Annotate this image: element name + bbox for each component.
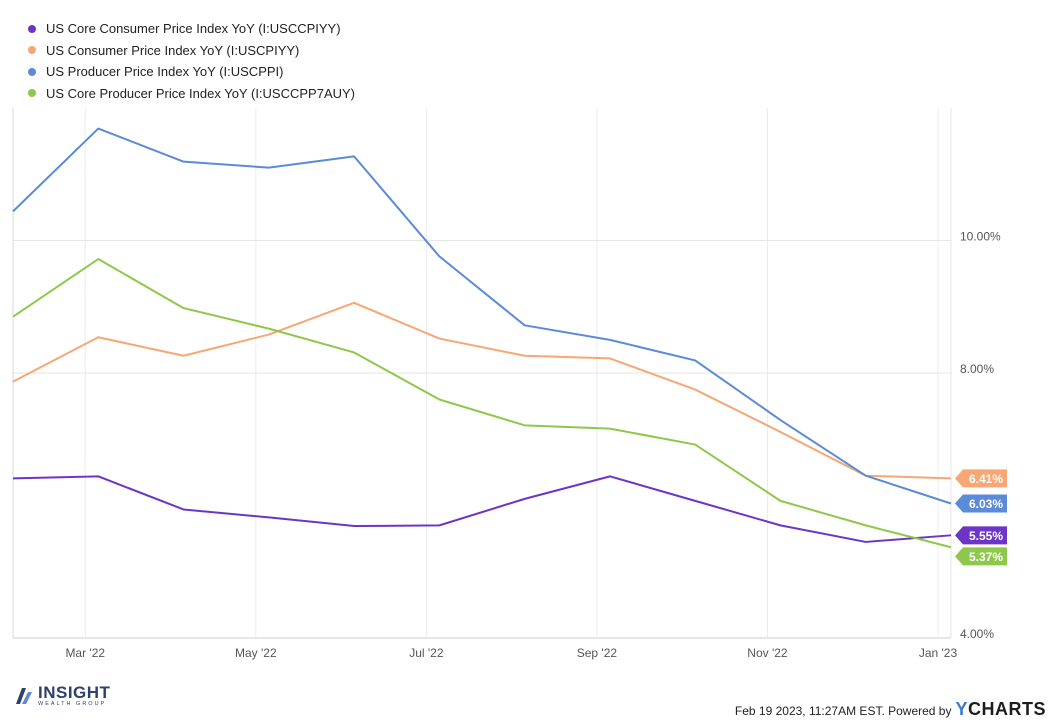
- footer-attribution: Feb 19 2023, 11:27AM EST. Powered by YCH…: [735, 699, 1046, 720]
- end-value-tag: [955, 494, 1007, 513]
- chart-legend: US Core Consumer Price Index YoY (I:USCC…: [28, 18, 355, 104]
- end-value-label: 6.03%: [969, 497, 1003, 511]
- legend-label: US Core Producer Price Index YoY (I:USCC…: [46, 85, 356, 101]
- x-tick-label: Mar '22: [65, 646, 105, 660]
- ycharts-logo[interactable]: YCHARTS: [955, 699, 1046, 720]
- legend-item[interactable]: US Core Producer Price Index YoY (I:USCC…: [28, 83, 355, 105]
- series-line-2: [12, 127, 952, 505]
- legend-dot-core-cpi: [28, 24, 36, 33]
- legend-dot-core-ppi: [28, 89, 36, 98]
- legend-dot-ppi: [28, 67, 36, 76]
- insight-logo: INSIGHT WEALTH GROUP: [14, 684, 110, 708]
- x-tick-label: Jul '22: [409, 646, 444, 660]
- end-value-tag: [955, 469, 1007, 488]
- y-tick-label: 8.00%: [960, 362, 994, 376]
- end-value-label: 5.37%: [969, 550, 1003, 564]
- logo-name: INSIGHT: [38, 683, 111, 702]
- legend-dot-cpi: [28, 46, 36, 55]
- insight-logo-icon: [16, 687, 32, 704]
- logo-tagline: WEALTH GROUP: [38, 701, 107, 707]
- footer-timestamp: Feb 19 2023, 11:27AM EST. Powered by: [734, 704, 952, 718]
- end-value-tag: [955, 526, 1007, 545]
- end-value-label: 6.41%: [969, 472, 1003, 486]
- ycharts-logo-y: Y: [955, 699, 968, 719]
- series-line-0: [12, 475, 952, 543]
- x-tick-label: Jan '23: [919, 646, 958, 660]
- ycharts-logo-text: CHARTS: [968, 699, 1046, 719]
- end-value-tag: [955, 547, 1007, 566]
- legend-label: US Producer Price Index YoY (I:USCPPI): [46, 64, 284, 80]
- legend-label: US Core Consumer Price Index YoY (I:USCC…: [46, 21, 341, 37]
- legend-item[interactable]: US Producer Price Index YoY (I:USCPPI): [28, 61, 355, 83]
- x-tick-label: Nov '22: [747, 646, 788, 660]
- y-tick-label: 4.00%: [960, 627, 994, 641]
- x-tick-label: May '22: [235, 646, 277, 660]
- end-value-label: 5.55%: [969, 529, 1003, 543]
- y-tick-label: 10.00%: [960, 230, 1001, 244]
- series-line-3: [12, 258, 952, 549]
- legend-label: US Consumer Price Index YoY (I:USCPIYY): [46, 42, 300, 58]
- legend-item[interactable]: US Core Consumer Price Index YoY (I:USCC…: [28, 18, 355, 40]
- series-line-1: [12, 301, 952, 480]
- legend-item[interactable]: US Consumer Price Index YoY (I:USCPIYY): [28, 40, 355, 62]
- x-tick-label: Sep '22: [577, 646, 618, 660]
